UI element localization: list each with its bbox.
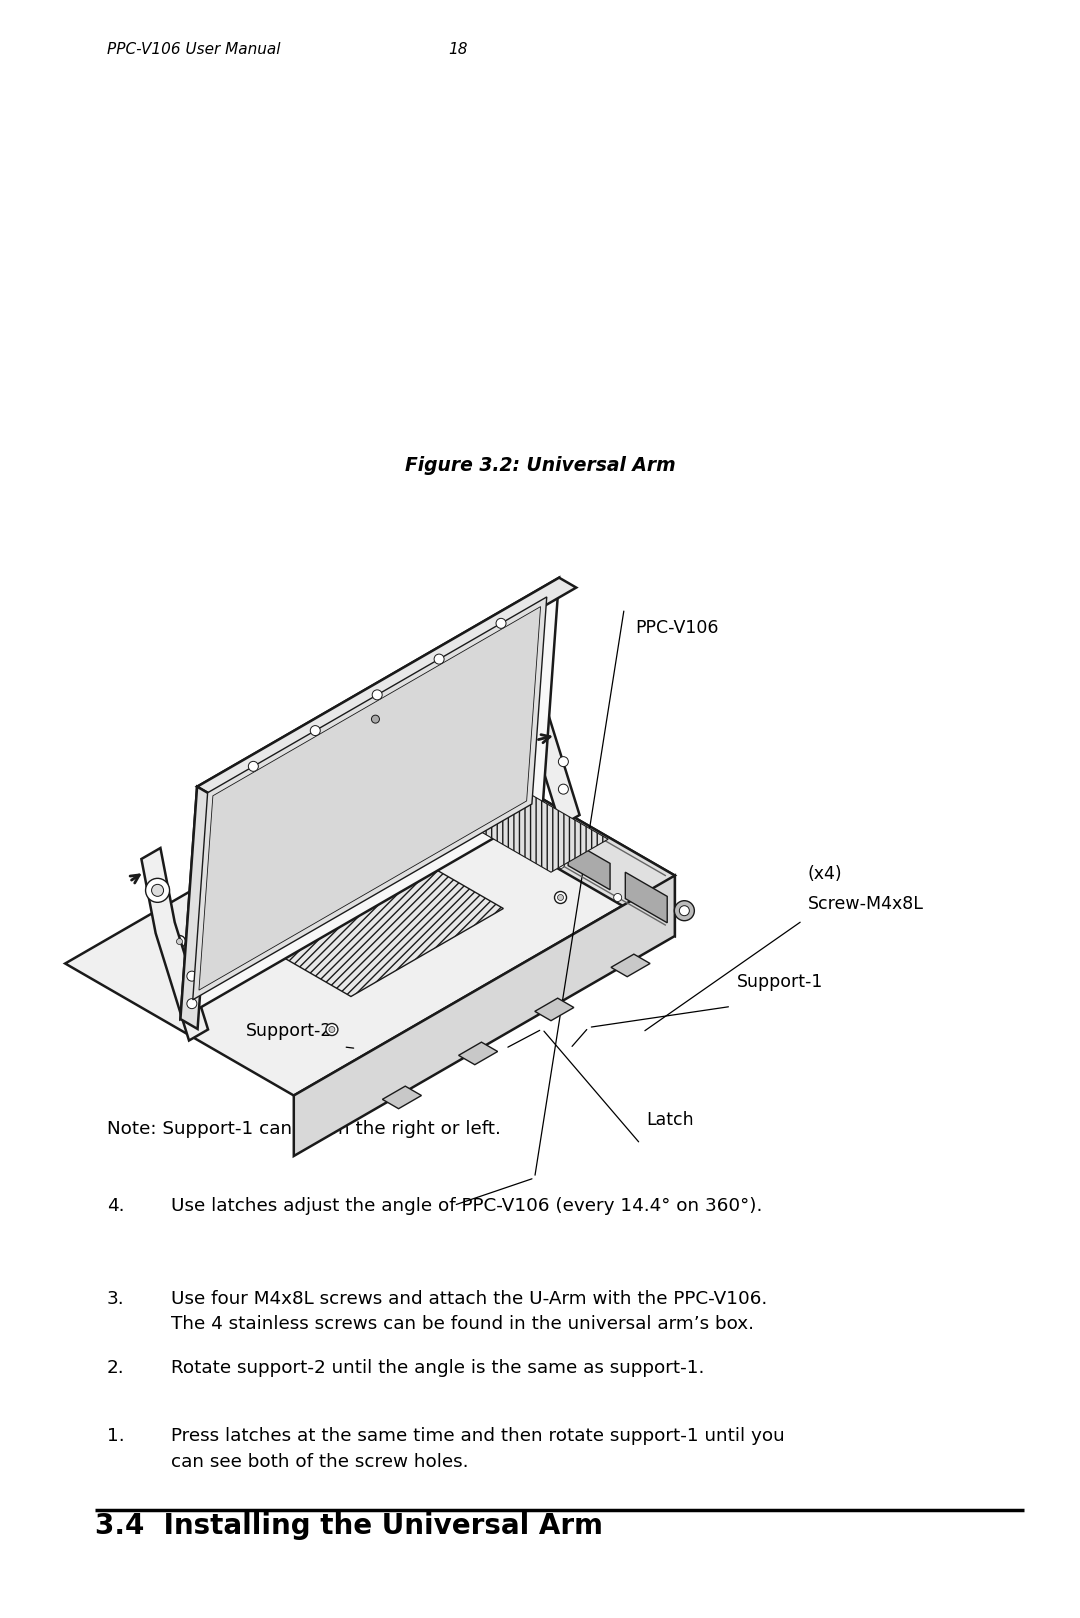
Circle shape	[146, 879, 170, 903]
Circle shape	[151, 885, 163, 896]
Circle shape	[679, 906, 689, 916]
Circle shape	[374, 756, 381, 764]
Polygon shape	[535, 998, 573, 1021]
Text: 3.4  Installing the Universal Arm: 3.4 Installing the Universal Arm	[95, 1513, 603, 1540]
Polygon shape	[625, 872, 667, 922]
Circle shape	[174, 935, 186, 948]
Text: 3.: 3.	[107, 1290, 124, 1307]
Circle shape	[176, 938, 183, 945]
Circle shape	[248, 762, 258, 772]
Text: Use latches adjust the angle of PPC-V106 (every 14.4° on 360°).: Use latches adjust the angle of PPC-V106…	[171, 1197, 762, 1215]
Circle shape	[558, 785, 568, 794]
Circle shape	[187, 971, 197, 981]
Polygon shape	[180, 786, 214, 1029]
Polygon shape	[382, 1086, 421, 1108]
Text: Support-2: Support-2	[246, 1021, 333, 1040]
Text: 18: 18	[448, 42, 468, 57]
Text: Use four M4x8L screws and attach the U-Arm with the PPC-V106.
The 4 stainless sc: Use four M4x8L screws and attach the U-A…	[171, 1290, 767, 1333]
Circle shape	[557, 895, 564, 901]
Polygon shape	[456, 785, 608, 872]
Polygon shape	[568, 840, 610, 890]
Polygon shape	[294, 875, 675, 1155]
Polygon shape	[199, 607, 541, 990]
Circle shape	[373, 689, 382, 701]
Polygon shape	[454, 773, 496, 824]
Polygon shape	[611, 955, 650, 977]
Text: Screw-M4x8L: Screw-M4x8L	[808, 895, 923, 914]
Polygon shape	[192, 597, 546, 1000]
Circle shape	[499, 827, 508, 835]
Circle shape	[434, 654, 444, 663]
Polygon shape	[65, 744, 675, 1095]
Polygon shape	[459, 1042, 498, 1065]
Text: 1.: 1.	[107, 1427, 124, 1445]
Circle shape	[329, 1026, 335, 1032]
Circle shape	[427, 739, 434, 748]
Text: Note: Support-1 can be on the right or left.: Note: Support-1 can be on the right or l…	[107, 1120, 501, 1137]
Circle shape	[558, 757, 568, 767]
Text: 4.: 4.	[107, 1197, 124, 1215]
Circle shape	[554, 892, 567, 903]
Circle shape	[326, 1024, 338, 1036]
Circle shape	[613, 893, 622, 901]
Text: (x4): (x4)	[808, 864, 842, 883]
Circle shape	[402, 804, 414, 815]
Polygon shape	[180, 578, 559, 1019]
Circle shape	[556, 861, 565, 869]
Polygon shape	[237, 843, 503, 997]
Polygon shape	[511, 806, 553, 858]
Circle shape	[432, 762, 442, 773]
Polygon shape	[446, 744, 675, 935]
Polygon shape	[141, 848, 208, 1040]
Text: 2.: 2.	[107, 1359, 124, 1377]
Text: Figure 3.2: Universal Arm: Figure 3.2: Universal Arm	[405, 456, 675, 476]
Text: PPC-V106 User Manual: PPC-V106 User Manual	[107, 42, 281, 57]
Circle shape	[427, 757, 447, 778]
Text: Rotate support-2 until the angle is the same as support-1.: Rotate support-2 until the angle is the …	[171, 1359, 704, 1377]
Text: Latch: Latch	[646, 1110, 693, 1129]
Circle shape	[496, 618, 507, 628]
Text: Press latches at the same time and then rotate support-1 until you
can see both : Press latches at the same time and then …	[171, 1427, 784, 1471]
Circle shape	[310, 725, 321, 736]
Polygon shape	[513, 634, 580, 827]
Text: Support-1: Support-1	[737, 972, 823, 992]
Circle shape	[187, 998, 197, 1008]
Circle shape	[517, 663, 541, 688]
Circle shape	[405, 806, 411, 812]
Circle shape	[523, 670, 535, 681]
Text: PPC-V106: PPC-V106	[635, 618, 718, 637]
Circle shape	[372, 715, 379, 723]
Polygon shape	[198, 578, 577, 796]
Circle shape	[674, 901, 694, 921]
